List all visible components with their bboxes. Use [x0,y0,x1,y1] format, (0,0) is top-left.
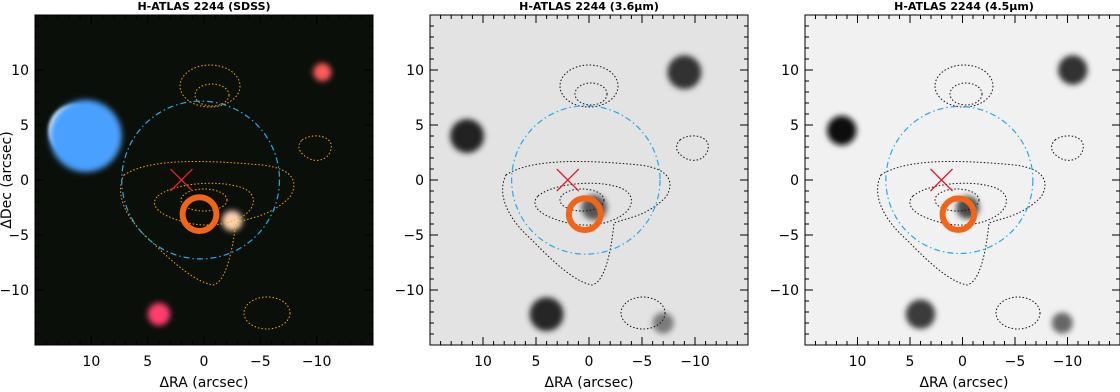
contour-line [620,296,666,330]
markers [511,105,661,255]
y-tick-label: 5 [20,118,29,134]
contour-line [676,135,709,161]
contour-line [534,182,632,226]
contour-line [934,188,980,212]
y-tick-label: −5 [8,228,29,244]
y-tick-label: 0 [790,173,799,189]
image-sources [48,63,332,326]
source-blob [49,99,122,173]
cross-marker-line [930,168,953,192]
counterpart-ring [179,194,220,235]
panel-title: H-ATLAS 2244 (SDSS) [137,0,270,13]
ticks: 10 5 0 −5 −10 10 5 0 −5 −10 [769,15,1120,370]
ticks: 10 5 0 −5 −10 10 5 0 −5 −10 [0,15,373,370]
x-tick-label: 10 [82,354,100,370]
y-tick-label: 10 [11,63,29,79]
ticks: 10 5 0 −5 −10 10 5 0 −5 −10 [394,15,748,370]
contour-line [995,296,1041,330]
contour-line [574,82,608,106]
x-tick-label: 10 [474,354,492,370]
image-sources [827,55,1088,334]
y-tick-label: −10 [769,283,799,299]
x-tick-label: 0 [958,354,967,370]
contour-line [180,188,228,212]
source-blob [1051,312,1073,334]
source-blob [827,115,857,146]
markers [121,100,281,260]
x-tick-label: 5 [143,354,152,370]
cross-marker-line [170,168,193,192]
x-tick-label: 0 [200,354,209,370]
beam-circle [511,105,661,255]
x-tick-label: −5 [632,354,653,370]
markers [885,105,1034,255]
panel-sdss: 10 5 0 −5 −10 10 5 0 −5 −10 H-ATLAS 2244 (SDSS) Δ… [0,0,374,391]
x-axis-label: ΔRA (arcsec) [544,375,633,391]
contour-line [909,182,1007,226]
x-tick-label: 5 [532,354,541,370]
contour-line [194,83,230,107]
source-blob [222,210,243,231]
source-blob [313,63,332,82]
y-tick-label: 0 [20,173,29,189]
counterpart-ring [939,195,978,233]
source-blob [905,299,936,329]
panel-title: H-ATLAS 2244 (3.6μm) [519,0,659,13]
source-blob [529,297,564,332]
contour-line [1051,135,1084,161]
source-blob [147,302,171,326]
y-tick-label: 5 [790,118,799,134]
source-blob [1058,55,1088,85]
y-axis-label: ΔDec (arcsec) [0,131,15,228]
contour-lines [877,64,1084,330]
x-tick-label: 5 [906,354,915,370]
contour-line [559,188,605,212]
beam-circle [885,105,1034,255]
contour-lines [120,64,332,330]
y-tick-label: 10 [781,63,799,79]
y-tick-label: 10 [406,63,424,79]
cross-marker-line [556,168,580,192]
source-blob [450,119,485,153]
contour-line [243,296,291,330]
x-tick-label: 10 [849,354,867,370]
x-tick-label: 0 [585,354,594,370]
contour-line [559,64,619,108]
y-tick-label: 5 [415,118,424,134]
source-blob [667,55,702,90]
contour-lines [502,64,709,330]
y-tick-label: −10 [394,283,424,299]
source-blob [652,312,674,334]
x-tick-label: −10 [302,354,332,370]
x-tick-label: −10 [680,354,710,370]
contour-line [934,64,994,108]
beam-circle [121,100,281,260]
y-tick-label: −5 [778,228,799,244]
x-tick-label: −5 [250,354,271,370]
panel-background [430,15,748,345]
counterpart-ring [565,195,604,234]
panel-title: H-ATLAS 2244 (4.5μm) [894,0,1034,13]
y-tick-label: −10 [0,283,29,299]
x-axis-label: ΔRA (arcsec) [919,375,1008,391]
contour-line [120,160,295,286]
x-tick-label: −5 [1005,354,1026,370]
x-axis-label: ΔRA (arcsec) [159,375,248,391]
y-tick-label: −5 [403,228,424,244]
contour-line [949,82,983,106]
contour-line [298,135,332,161]
y-tick-label: 0 [415,173,424,189]
x-tick-label: −10 [1053,354,1083,370]
contour-line [179,64,241,108]
